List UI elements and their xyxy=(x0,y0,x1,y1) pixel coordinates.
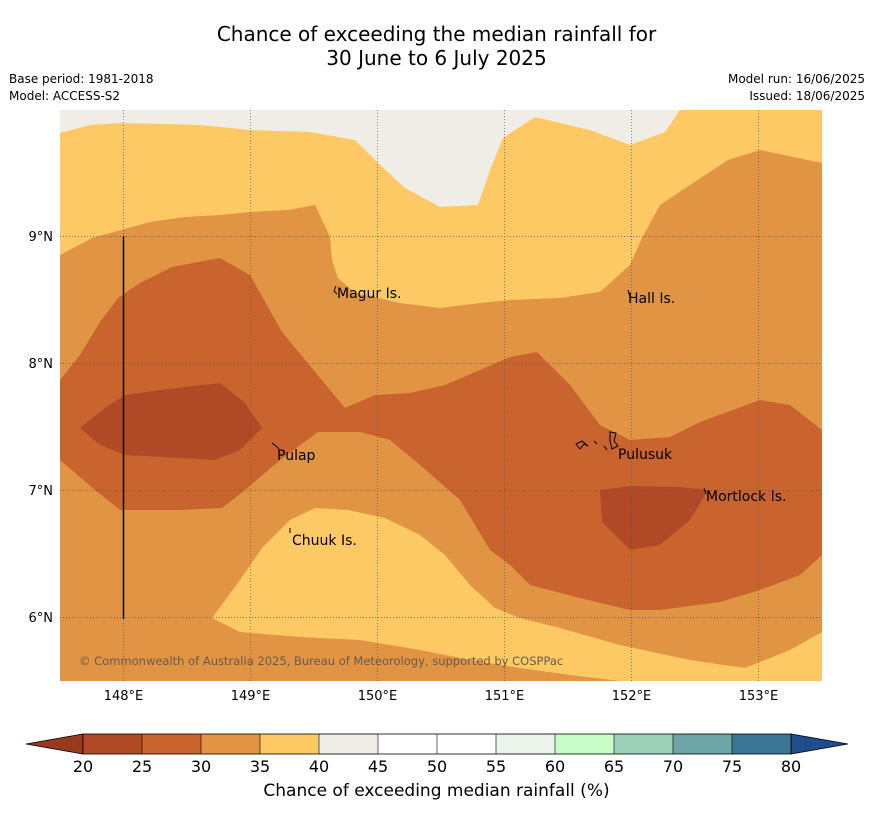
colorbar xyxy=(25,733,849,755)
colorbar-segment xyxy=(319,734,378,754)
contour-20-25-east xyxy=(600,486,708,550)
contour-20-25-west xyxy=(80,383,262,460)
lon-tick-label: 152°E xyxy=(612,689,652,704)
place-label: Pulap xyxy=(277,448,316,464)
lon-tick-label: 150°E xyxy=(358,689,398,704)
meta-left: Base period: 1981-2018 Model: ACCESS-S2 xyxy=(9,71,154,105)
colorbar-tick-label: 55 xyxy=(486,757,506,776)
lat-tick-label: 8°N xyxy=(29,357,54,372)
colorbar-segment xyxy=(673,734,732,754)
colorbar-tick-label: 50 xyxy=(427,757,447,776)
contour-40-45-north xyxy=(60,110,680,207)
colorbar-segment xyxy=(201,734,260,754)
contour-35-40-south xyxy=(212,508,822,681)
colorbar-tick-label: 70 xyxy=(663,757,683,776)
title-line-2: 30 June to 6 July 2025 xyxy=(326,46,547,70)
colorbar-under-arrow xyxy=(25,733,84,755)
place-label: Hall Is. xyxy=(628,291,675,307)
lat-tick-labels: 9°N 8°N 7°N 6°N xyxy=(29,230,54,626)
place-label: Mortlock Is. xyxy=(706,489,786,505)
issued-text: Issued: 18/06/2025 xyxy=(749,89,865,103)
colorbar-tick-label: 40 xyxy=(309,757,329,776)
title-line-1: Chance of exceeding the median rainfall … xyxy=(216,22,657,46)
model-run-text: Model run: 16/06/2025 xyxy=(727,72,865,86)
lat-tick-label: 9°N xyxy=(29,230,54,245)
colorbar-tick-label: 75 xyxy=(722,757,742,776)
rainfall-contours xyxy=(60,110,822,681)
place-label: Pulusuk xyxy=(618,447,673,463)
colorbar-over-arrow xyxy=(790,733,849,755)
colorbar-title: Chance of exceeding median rainfall (%) xyxy=(263,781,610,801)
colorbar-segment xyxy=(83,734,142,754)
colorbar-tick-labels: 20 25 30 35 40 45 50 55 60 65 70 75 80 xyxy=(73,757,801,776)
lon-tick-label: 153°E xyxy=(739,689,779,704)
lon-tick-labels: 148°E 149°E 150°E 151°E 152°E 153°E xyxy=(104,689,779,704)
lon-tick-label: 148°E xyxy=(104,689,144,704)
colorbar-tick-label: 25 xyxy=(132,757,152,776)
colorbar-segment xyxy=(555,734,614,754)
colorbar-segment xyxy=(437,734,496,754)
colorbar-tick-label: 45 xyxy=(368,757,388,776)
colorbar-segment xyxy=(142,734,201,754)
colorbar-tick-label: 60 xyxy=(545,757,565,776)
colorbar-tick-label: 20 xyxy=(73,757,93,776)
colorbar-segment xyxy=(260,734,319,754)
lat-tick-label: 6°N xyxy=(29,611,54,626)
contour-35-40-north xyxy=(60,110,822,308)
colorbar-segment xyxy=(732,734,791,754)
colorbar-frame xyxy=(82,733,792,755)
lon-tick-label: 151°E xyxy=(485,689,525,704)
place-label: Magur Is. xyxy=(337,286,402,302)
place-labels: Magur Is. Hall Is. Pulap Chuuk Is. Mortlock … xyxy=(277,286,786,549)
contour-30-35-south xyxy=(212,618,620,681)
colorbar-tick-label: 30 xyxy=(191,757,211,776)
colorbar-tick-label: 80 xyxy=(781,757,801,776)
meta-right: Model run: 16/06/2025 Issued: 18/06/2025 xyxy=(728,71,865,105)
map-title: Chance of exceeding the median rainfall … xyxy=(0,22,873,70)
colorbar-tick-label: 35 xyxy=(250,757,270,776)
colorbar-segment xyxy=(614,734,673,754)
colorbar-segment xyxy=(496,734,555,754)
lat-tick-label: 7°N xyxy=(29,484,54,499)
place-label: Chuuk Is. xyxy=(292,533,357,549)
colorbar-tick-label: 65 xyxy=(604,757,624,776)
base-period-text: Base period: 1981-2018 xyxy=(9,72,154,86)
copyright-text: © Commonwealth of Australia 2025, Bureau… xyxy=(79,654,563,668)
island-outlines xyxy=(271,285,707,533)
lon-tick-label: 149°E xyxy=(231,689,271,704)
colorbar-segment xyxy=(378,734,437,754)
model-text: Model: ACCESS-S2 xyxy=(9,89,121,103)
